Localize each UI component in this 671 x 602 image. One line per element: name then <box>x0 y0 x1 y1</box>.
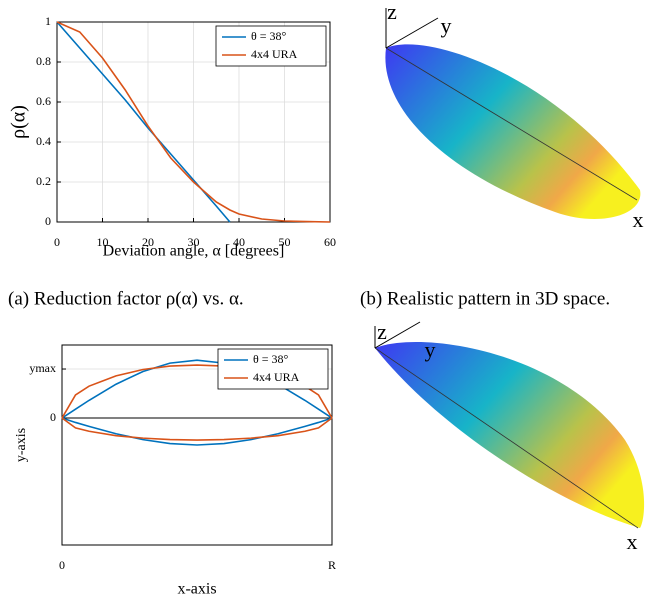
x-axis-label: Deviation angle, α [degrees] <box>103 243 285 260</box>
axis-label: y <box>441 13 452 38</box>
lobe <box>375 342 644 528</box>
legend-label: 4x4 URA <box>253 370 300 384</box>
x-tick-label: 0 <box>59 558 65 572</box>
axis-label: z <box>387 0 397 24</box>
axis-label: z <box>377 319 387 344</box>
series-line <box>62 418 332 445</box>
series-line <box>62 418 332 440</box>
y-axis-label: y-axis <box>14 428 29 462</box>
caption: (a) Reduction factor ρ(α) vs. α. <box>8 288 244 309</box>
y-tick-label: 0.2 <box>36 174 51 188</box>
y-tick-label: 0.6 <box>36 94 51 108</box>
legend-label: 4x4 URA <box>251 47 298 61</box>
y-tick-label: 0.8 <box>36 54 51 68</box>
axis-label: x <box>633 207 644 232</box>
x-tick-label: 60 <box>324 235 336 249</box>
y-tick-label: 0 <box>50 410 56 424</box>
y-tick-label: 0.4 <box>36 134 51 148</box>
y-tick-label: 1 <box>45 14 51 28</box>
y-axis-label: ρ(α) <box>8 105 30 139</box>
axis-label: x <box>627 529 638 554</box>
legend-label: θ = 38° <box>251 29 287 43</box>
axis-label: y <box>425 337 436 362</box>
caption: (b) Realistic pattern in 3D space. <box>360 288 610 309</box>
x-tick-label: 0 <box>54 235 60 249</box>
panel-3d-top: z y x <box>385 0 643 232</box>
legend-label: θ = 38° <box>253 352 289 366</box>
figure: z y x z y x (a) Reduction factor ρ(α) vs… <box>0 0 671 602</box>
panel-3d-bottom: z y x <box>375 319 644 554</box>
y-tick-label: 0 <box>45 214 51 228</box>
x-axis-label: x-axis <box>177 581 216 598</box>
x-tick-label: R <box>328 558 336 572</box>
y-tick-label: ymax <box>29 361 56 375</box>
